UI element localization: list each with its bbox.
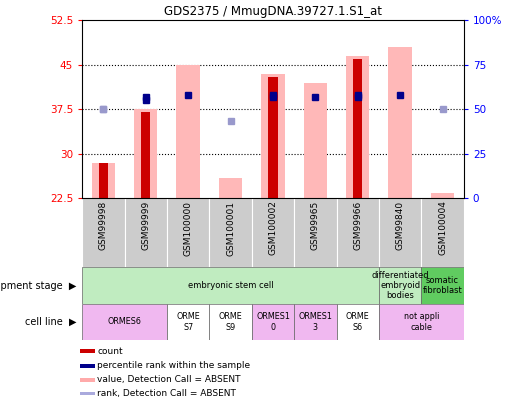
Bar xyxy=(167,304,209,340)
Text: GSM99840: GSM99840 xyxy=(396,200,404,249)
Bar xyxy=(388,47,412,198)
Bar xyxy=(379,198,421,267)
Bar xyxy=(421,198,464,267)
Text: not appli
cable: not appli cable xyxy=(404,312,439,332)
Bar xyxy=(82,304,167,340)
Text: GSM99999: GSM99999 xyxy=(142,200,150,250)
Text: ORME
S7: ORME S7 xyxy=(176,312,200,332)
Bar xyxy=(219,178,242,198)
Bar xyxy=(82,267,379,304)
Bar xyxy=(379,304,464,340)
Bar xyxy=(379,267,421,304)
Bar xyxy=(134,109,157,198)
Bar xyxy=(167,198,209,267)
Bar xyxy=(80,349,95,353)
Bar xyxy=(80,378,95,382)
Bar xyxy=(82,198,125,267)
Bar xyxy=(125,198,167,267)
Bar xyxy=(80,364,95,368)
Text: rank, Detection Call = ABSENT: rank, Detection Call = ABSENT xyxy=(98,389,236,398)
Bar xyxy=(209,304,252,340)
Bar xyxy=(176,65,200,198)
Text: ORME
S9: ORME S9 xyxy=(219,312,242,332)
Text: development stage  ▶: development stage ▶ xyxy=(0,281,77,290)
Bar xyxy=(99,163,108,198)
Bar xyxy=(92,163,115,198)
Title: GDS2375 / MmugDNA.39727.1.S1_at: GDS2375 / MmugDNA.39727.1.S1_at xyxy=(164,5,382,18)
Text: differentiated
embryoid
bodies: differentiated embryoid bodies xyxy=(372,271,429,301)
Text: embryonic stem cell: embryonic stem cell xyxy=(188,281,273,290)
Text: GSM99998: GSM99998 xyxy=(99,200,108,250)
Bar xyxy=(421,267,464,304)
Bar xyxy=(304,83,327,198)
Bar xyxy=(141,112,151,198)
Text: GSM100004: GSM100004 xyxy=(438,200,447,256)
Text: cell line  ▶: cell line ▶ xyxy=(25,317,77,327)
Bar xyxy=(337,198,379,267)
Text: GSM99966: GSM99966 xyxy=(354,200,362,250)
Bar xyxy=(294,198,337,267)
Text: GSM100001: GSM100001 xyxy=(226,200,235,256)
Bar xyxy=(209,198,252,267)
Bar xyxy=(294,304,337,340)
Text: count: count xyxy=(98,347,123,356)
Bar xyxy=(353,59,363,198)
Bar xyxy=(252,304,294,340)
Bar xyxy=(252,198,294,267)
Bar xyxy=(268,77,278,198)
Text: somatic
fibroblast: somatic fibroblast xyxy=(423,276,462,295)
Bar xyxy=(261,74,285,198)
Text: percentile rank within the sample: percentile rank within the sample xyxy=(98,361,250,370)
Text: GSM99965: GSM99965 xyxy=(311,200,320,250)
Bar xyxy=(431,192,454,198)
Bar xyxy=(337,304,379,340)
Text: GSM100000: GSM100000 xyxy=(184,200,192,256)
Text: ORMES1
0: ORMES1 0 xyxy=(256,312,290,332)
Text: value, Detection Call = ABSENT: value, Detection Call = ABSENT xyxy=(98,375,241,384)
Text: ORMES6: ORMES6 xyxy=(108,318,142,326)
Bar xyxy=(80,392,95,395)
Text: ORMES1
3: ORMES1 3 xyxy=(298,312,332,332)
Text: ORME
S6: ORME S6 xyxy=(346,312,369,332)
Text: GSM100002: GSM100002 xyxy=(269,200,277,256)
Bar xyxy=(346,56,369,198)
